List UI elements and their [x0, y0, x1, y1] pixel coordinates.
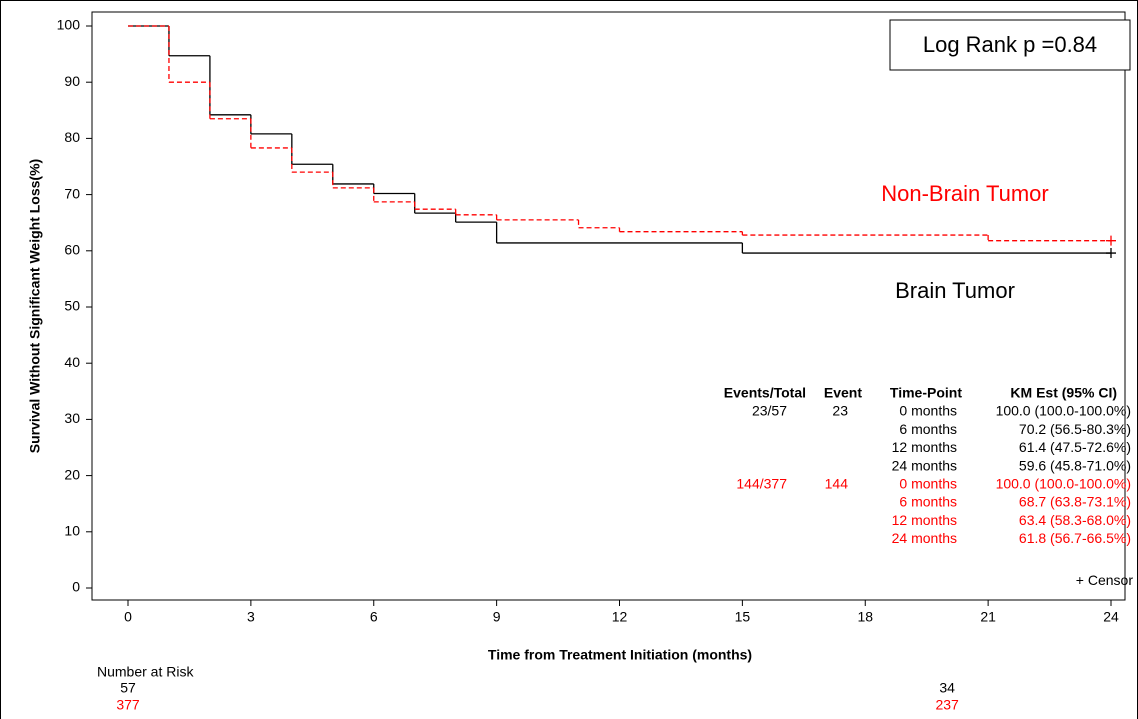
table-cell: 0 months — [899, 403, 957, 419]
y-tick-label: 20 — [64, 466, 80, 482]
y-tick-label: 100 — [57, 17, 81, 33]
table-cell: 68.7 (63.8-73.1%) — [1019, 494, 1131, 510]
table-cell: 0 months — [899, 476, 957, 492]
risk-count: 237 — [935, 697, 959, 713]
table-cell: 144/377 — [736, 476, 787, 492]
table-header: KM Est (95% CI) — [1010, 385, 1117, 401]
censor-label: Censor — [1088, 572, 1133, 588]
x-tick-label: 24 — [1103, 609, 1119, 625]
table-cell: 100.0 (100.0-100.0%) — [996, 476, 1131, 492]
table-cell: 12 months — [892, 439, 957, 455]
risk-title: Number at Risk — [97, 664, 194, 680]
x-tick-label: 6 — [370, 609, 378, 625]
x-tick-label: 3 — [247, 609, 255, 625]
table-cell: 59.6 (45.8-71.0%) — [1019, 457, 1131, 473]
y-tick-label: 50 — [64, 298, 80, 314]
x-tick-label: 0 — [124, 609, 132, 625]
table-cell: 100.0 (100.0-100.0%) — [996, 403, 1131, 419]
table-cell: 23/57 — [752, 403, 787, 419]
table-cell: 24 months — [892, 457, 957, 473]
y-tick-label: 40 — [64, 354, 80, 370]
x-tick-label: 15 — [735, 609, 751, 625]
table-cell: 23 — [832, 403, 848, 419]
table-cell: 12 months — [892, 512, 957, 528]
censor-legend: + Censor — [1076, 572, 1134, 588]
table-cell: 70.2 (56.5-80.3%) — [1019, 421, 1131, 437]
risk-count: 377 — [116, 697, 140, 713]
table-cell: 24 months — [892, 530, 957, 546]
y-tick-label: 10 — [64, 523, 80, 539]
table-cell: 63.4 (58.3-68.0%) — [1019, 512, 1131, 528]
y-tick-label: 90 — [64, 73, 80, 89]
y-tick-label: 30 — [64, 410, 80, 426]
annotation: Log Rank p =0.84 — [923, 32, 1097, 57]
y-tick-label: 70 — [64, 185, 80, 201]
table-cell: 144 — [825, 476, 849, 492]
table-cell: 6 months — [899, 421, 957, 437]
x-tick-label: 12 — [612, 609, 628, 625]
series-label: Non-Brain Tumor — [881, 181, 1049, 206]
censor-mark — [1106, 248, 1116, 259]
censor-mark — [1106, 235, 1116, 246]
risk-count: 57 — [120, 680, 136, 696]
censor-symbol: + — [1076, 572, 1084, 588]
plot-frame — [91, 11, 1126, 601]
table-header: Events/Total — [724, 385, 806, 401]
x-tick-label: 21 — [980, 609, 996, 625]
x-tick-label: 18 — [857, 609, 873, 625]
table-cell: 61.4 (47.5-72.6%) — [1019, 439, 1131, 455]
table-cell: 61.8 (56.7-66.5%) — [1019, 530, 1131, 546]
table-cell: 6 months — [899, 494, 957, 510]
x-axis-label: Time from Treatment Initiation (months) — [488, 647, 752, 663]
annotation-box — [889, 19, 1131, 71]
y-tick-label: 80 — [64, 129, 80, 145]
table-header: Time-Point — [890, 385, 962, 401]
y-tick-label: 0 — [72, 579, 80, 595]
y-axis-label: Survival Without Significant Weight Loss… — [27, 159, 43, 453]
risk-count: 34 — [939, 680, 955, 696]
x-tick-label: 9 — [493, 609, 501, 625]
table-header: Event — [824, 385, 862, 401]
y-tick-label: 60 — [64, 242, 80, 258]
series-label: Brain Tumor — [895, 278, 1015, 303]
